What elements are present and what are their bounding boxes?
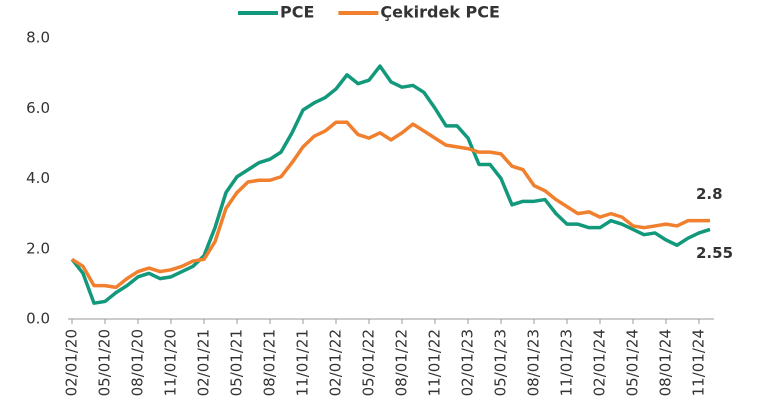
x-tick-label: 08/01/20	[129, 329, 147, 396]
x-tick-label: 08/01/24	[657, 329, 675, 396]
x-tick-label: 11/01/23	[558, 329, 576, 396]
x-tick-label: 02/01/22	[327, 329, 345, 396]
y-tick-label: 4.0	[26, 169, 50, 187]
y-tick-label: 2.0	[26, 239, 50, 257]
x-tick-label: 08/01/22	[393, 329, 411, 396]
x-tick-label: 05/01/20	[96, 329, 114, 396]
x-tick-label: 11/01/20	[162, 329, 180, 396]
y-tick-label: 8.0	[26, 29, 50, 47]
x-tick-label: 08/01/23	[525, 329, 543, 396]
x-tick-label: 11/01/21	[294, 329, 312, 396]
x-tick-label: 11/01/22	[426, 329, 444, 396]
x-tick-label: 05/01/23	[492, 329, 510, 396]
line	[70, 64, 711, 305]
y-tick-label: 0.0	[26, 310, 50, 328]
end-label: 2.55	[696, 244, 733, 262]
x-tick-label: 05/01/24	[624, 329, 642, 396]
end-label: 2.8	[696, 185, 723, 203]
line	[71, 120, 710, 290]
legend-label: Çekirdek PCE	[380, 3, 500, 22]
x-tick-label: 05/01/21	[228, 329, 246, 396]
x-tick-label: 02/01/23	[459, 329, 477, 396]
legend-label: PCE	[280, 3, 314, 22]
y-tick-label: 6.0	[26, 99, 50, 117]
x-tick-label: 11/01/24	[690, 329, 708, 396]
x-tick-label: 02/01/21	[195, 329, 213, 396]
x-tick-label: 08/01/21	[261, 329, 279, 396]
x-tick-label: 02/01/24	[591, 329, 609, 396]
x-tick-label: 02/01/20	[63, 329, 81, 396]
x-tick-label: 05/01/22	[360, 329, 378, 396]
